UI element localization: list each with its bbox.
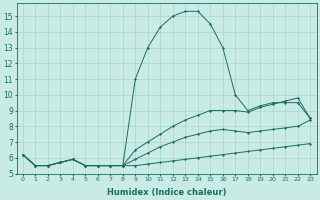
X-axis label: Humidex (Indice chaleur): Humidex (Indice chaleur) (107, 188, 226, 197)
